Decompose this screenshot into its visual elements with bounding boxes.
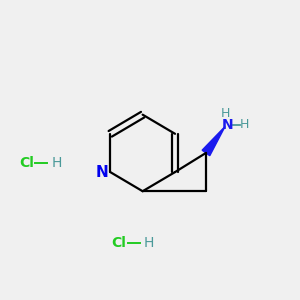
Text: N: N bbox=[96, 165, 108, 180]
Text: Cl: Cl bbox=[19, 156, 34, 170]
Polygon shape bbox=[202, 126, 225, 156]
Text: H: H bbox=[220, 107, 230, 120]
Text: H: H bbox=[144, 236, 154, 250]
Text: N: N bbox=[222, 118, 234, 132]
Text: H: H bbox=[51, 156, 62, 170]
Text: H: H bbox=[239, 118, 249, 131]
Text: Cl: Cl bbox=[112, 236, 127, 250]
